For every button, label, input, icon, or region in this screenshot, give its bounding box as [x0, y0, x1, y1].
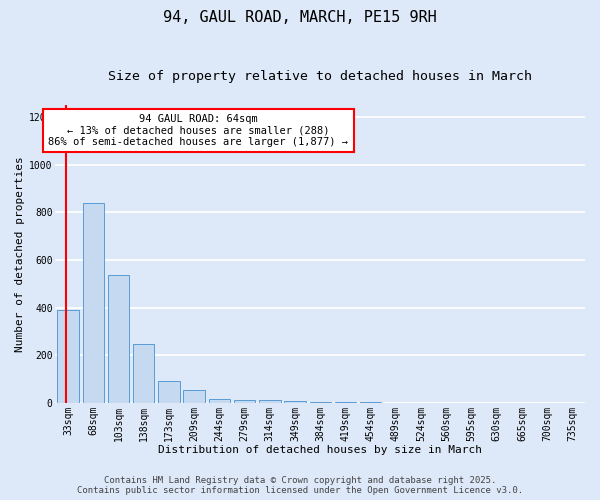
- Text: Contains HM Land Registry data © Crown copyright and database right 2025.
Contai: Contains HM Land Registry data © Crown c…: [77, 476, 523, 495]
- Bar: [335, 402, 356, 403]
- Bar: [133, 344, 154, 403]
- Y-axis label: Number of detached properties: Number of detached properties: [15, 156, 25, 352]
- Bar: [234, 400, 255, 403]
- Bar: [209, 398, 230, 403]
- Bar: [58, 310, 79, 403]
- Text: 94 GAUL ROAD: 64sqm
← 13% of detached houses are smaller (288)
86% of semi-detac: 94 GAUL ROAD: 64sqm ← 13% of detached ho…: [49, 114, 349, 147]
- Bar: [108, 276, 129, 403]
- Bar: [158, 382, 179, 403]
- Bar: [83, 202, 104, 403]
- Bar: [259, 400, 281, 403]
- Title: Size of property relative to detached houses in March: Size of property relative to detached ho…: [108, 70, 532, 83]
- Text: 94, GAUL ROAD, MARCH, PE15 9RH: 94, GAUL ROAD, MARCH, PE15 9RH: [163, 10, 437, 25]
- X-axis label: Distribution of detached houses by size in March: Distribution of detached houses by size …: [158, 445, 482, 455]
- Bar: [184, 390, 205, 403]
- Bar: [310, 402, 331, 403]
- Bar: [284, 401, 306, 403]
